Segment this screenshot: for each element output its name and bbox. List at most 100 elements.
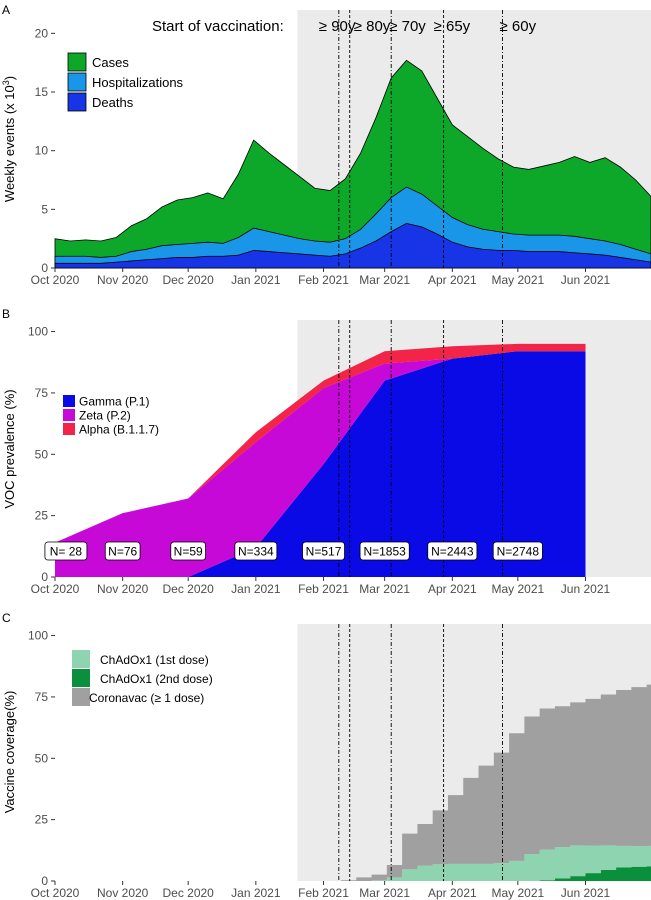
- x-tick-label: Feb 2021: [298, 582, 349, 596]
- y-tick-label: 0: [41, 570, 48, 584]
- panel-b-label: B: [2, 307, 10, 321]
- area-deaths: [54, 222, 651, 269]
- legend-swatch-chadox1-1st-dose: [72, 650, 90, 668]
- x-tick-label: Apr 2021: [428, 582, 477, 596]
- start-of-vaccination-label: Start of vaccination:: [152, 18, 284, 35]
- vaccination-label-65y: ≥ 65y: [434, 18, 471, 35]
- area-coronavac-1-dose: [295, 683, 651, 881]
- x-tick-label: Jan 2021: [231, 273, 281, 287]
- sample-size-label: N=517: [306, 545, 342, 559]
- y-tick-label: 25: [35, 509, 49, 523]
- x-tick-label: Dec 2020: [162, 582, 214, 596]
- panel-c: C 0 25 50 75 100 Oct 2020 Nov 2020 Dec 2020 Jan…: [2, 611, 651, 900]
- legend-swatch-alpha-b-1-1-7: [63, 423, 75, 435]
- x-tick-label: Oct 2020: [31, 886, 80, 900]
- sample-size-box: N=334: [234, 541, 278, 561]
- x-tick-label: Jun 2021: [561, 886, 611, 900]
- panel-b-sample-sizes: N= 28 N=76 N=59 N=334 N=517 N=1853 N=2443 N=274…: [44, 541, 543, 561]
- y-tick-label: 100: [28, 629, 48, 643]
- area-chadox1-2nd-dose: [295, 866, 651, 881]
- legend-label-chadox1-1st-dose: ChAdOx1 (1st dose): [100, 653, 209, 667]
- panel-a-y-title-close: ): [2, 76, 17, 80]
- y-tick-label: 25: [35, 813, 49, 827]
- x-tick-label: Mar 2021: [359, 582, 410, 596]
- sample-size-label: N=334: [238, 545, 274, 559]
- panel-b-areas: [55, 343, 586, 577]
- legend-swatch-cases: [67, 52, 87, 72]
- legend-swatch-gamma-p-1: [63, 395, 75, 407]
- sample-size-label: N=59: [174, 545, 203, 559]
- sample-size-box-frame: [234, 541, 278, 561]
- sample-size-label: N= 28: [50, 545, 83, 559]
- x-tick-label: May 2021: [491, 582, 544, 596]
- y-tick-label: 100: [28, 325, 48, 339]
- x-tick-label: Dec 2020: [162, 273, 214, 287]
- panel-b-vaccination-lines: [338, 320, 503, 577]
- y-tick-label: 15: [35, 85, 49, 99]
- sample-size-label: N=76: [108, 545, 137, 559]
- x-tick-label: May 2021: [491, 273, 544, 287]
- panel-a-y-title-main: Weekly events (x 10: [2, 85, 17, 202]
- x-tick-label: Jun 2021: [561, 582, 611, 596]
- panel-a-x-axis: Oct 2020 Nov 2020 Dec 2020 Jan 2021 Feb 2021…: [31, 268, 611, 287]
- area-hospitalizations: [54, 186, 651, 269]
- panel-c-x-axis: Oct 2020 Nov 2020 Dec 2020 Jan 2021 Feb 2021…: [31, 881, 611, 900]
- x-tick-label: Apr 2021: [428, 273, 477, 287]
- sample-size-box-frame: [44, 541, 88, 561]
- panel-b-y-axis: 0 25 50 75 100: [28, 325, 55, 584]
- vaccination-label-60y: ≥ 60y: [500, 18, 537, 35]
- x-tick-label: Jun 2021: [561, 273, 611, 287]
- panel-a-vaccination-lines: [338, 10, 503, 268]
- panel-b-legend: Gamma (P.1)Zeta (P.2)Alpha (B.1.1.7): [63, 395, 159, 437]
- x-tick-label: Nov 2020: [97, 273, 149, 287]
- y-tick-label: 50: [35, 751, 49, 765]
- sample-size-box-frame: [302, 541, 345, 561]
- legend-swatch-coronavac-1-dose: [72, 688, 90, 706]
- vaccination-label-70y: ≥ 70y: [389, 18, 426, 35]
- legend-label-deaths: Deaths: [92, 95, 134, 110]
- area-chadox1-1st-dose: [295, 845, 651, 881]
- y-tick-label: 0: [41, 261, 48, 275]
- vaccination-age-labels: ≥ 90y≥ 80y≥ 70y ≥ 65y ≥ 60y: [319, 18, 537, 35]
- panel-c-y-axis-title: Vaccine coverage(%): [2, 691, 17, 814]
- panel-c-areas: [295, 683, 651, 881]
- sample-size-box-frame: [104, 541, 141, 561]
- sample-size-box: N=76: [104, 541, 141, 561]
- x-tick-label: Nov 2020: [97, 886, 149, 900]
- sample-size-label: N=2748: [497, 545, 540, 559]
- sample-size-label: N=1853: [363, 545, 406, 559]
- sample-size-box: N=517: [302, 541, 345, 561]
- sample-size-box: N=59: [170, 541, 206, 561]
- legend-label-gamma-p-1: Gamma (P.1): [79, 395, 149, 409]
- y-tick-label: 20: [35, 26, 49, 40]
- panel-a-y-axis: 0 5 10 15 20: [35, 26, 55, 275]
- y-tick-label: 0: [41, 874, 48, 888]
- x-tick-label: Oct 2020: [31, 273, 80, 287]
- y-tick-label: 5: [41, 202, 48, 216]
- legend-label-zeta-p-2: Zeta (P.2): [79, 409, 131, 423]
- panel-b: B N= 28 N=76 N=59 N=334 N=517 N=1853 N=2443 N=2…: [2, 307, 651, 596]
- y-tick-label: 10: [35, 144, 49, 158]
- area-alpha-b-1-1-7: [55, 343, 586, 543]
- panel-c-legend: ChAdOx1 (1st dose) ChAdOx1 (2nd dose) Coro…: [72, 650, 213, 706]
- x-tick-label: Feb 2021: [298, 273, 349, 287]
- x-tick-label: Feb 2021: [298, 886, 349, 900]
- panel-a-y-axis-title: Weekly events (x 103): [1, 76, 17, 202]
- x-tick-label: Dec 2020: [162, 886, 214, 900]
- sample-size-box: N=2443: [427, 541, 478, 561]
- panel-c-label: C: [2, 611, 11, 625]
- x-tick-label: Apr 2021: [428, 886, 477, 900]
- sample-size-box-frame: [359, 541, 410, 561]
- panel-c-y-axis: 0 25 50 75 100: [28, 629, 55, 888]
- vaccination-label-80y: ≥ 80y: [354, 18, 391, 35]
- y-tick-label: 75: [35, 690, 49, 704]
- panel-c-vaccination-lines: [338, 624, 503, 881]
- sample-size-box: N=2748: [492, 541, 543, 561]
- sample-size-box: N=1853: [359, 541, 410, 561]
- sample-size-label: N=2443: [431, 545, 474, 559]
- area-cases: [54, 59, 651, 269]
- x-tick-label: Mar 2021: [359, 273, 410, 287]
- legend-label-chadox1-2nd-dose: ChAdOx1 (2nd dose): [100, 672, 213, 686]
- x-tick-label: May 2021: [491, 886, 544, 900]
